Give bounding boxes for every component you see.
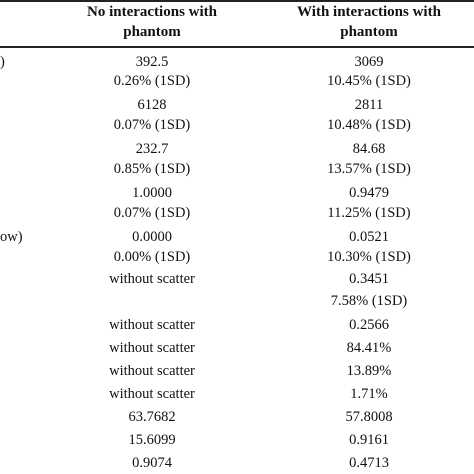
table-cell: without scatter — [109, 386, 195, 402]
table-cell: 15.6099 — [128, 432, 176, 448]
header-no-interactions: No interactions with phantom — [52, 2, 252, 42]
table-cell: 57.8008 — [345, 409, 393, 425]
table-cell: 10.45% (1SD) — [327, 73, 411, 89]
table-cell: 1.0000 — [132, 185, 172, 201]
table-cell: 0.00% (1SD) — [113, 249, 191, 265]
table-cell: 0.26% (1SD) — [113, 73, 191, 89]
table-cell: 392.5 — [135, 54, 169, 70]
table-cell: 10.30% (1SD) — [327, 249, 411, 265]
table-cell: 0.3451 — [349, 271, 389, 287]
table-cell: 0.4713 — [349, 455, 389, 471]
table-cell: 2811 — [354, 97, 384, 113]
row-label: ) — [0, 54, 5, 70]
header-bottom-rule — [0, 46, 474, 48]
table-cell: 0.9074 — [132, 455, 172, 471]
table-cell: 0.0000 — [132, 229, 172, 245]
table-cell: 1.71% — [350, 386, 388, 402]
table-cell: 232.7 — [135, 141, 169, 157]
table-cell: 0.07% (1SD) — [113, 205, 191, 221]
table-top-rule — [0, 0, 474, 2]
table-cell: 0.07% (1SD) — [113, 117, 191, 133]
table-cell: 0.85% (1SD) — [113, 161, 191, 177]
table-cell: 0.9479 — [349, 185, 389, 201]
table-cell: 0.9161 — [349, 432, 389, 448]
table-cell: 0.0521 — [349, 229, 389, 245]
table-cell: 84.68 — [352, 141, 386, 157]
table-cell: 6128 — [137, 97, 167, 113]
table-cell: 13.89% — [346, 363, 392, 379]
table-cell: without scatter — [109, 317, 195, 333]
header-with-interactions: With interactions with phantom — [262, 2, 474, 42]
table-cell: without scatter — [109, 340, 195, 356]
table-cell: without scatter — [109, 363, 195, 379]
row-label: ow) — [0, 229, 23, 245]
table-cell: 7.58% (1SD) — [330, 293, 408, 309]
table-cell: 84.41% — [346, 340, 392, 356]
table-cell: 63.7682 — [128, 409, 176, 425]
table-cell: 11.25% (1SD) — [327, 205, 411, 221]
header-col2-line1: With interactions with — [297, 4, 441, 20]
table-cell: 10.48% (1SD) — [327, 117, 411, 133]
header-col1-line1: No interactions with — [87, 4, 217, 20]
table-cell: 3069 — [354, 54, 384, 70]
table-cell: 13.57% (1SD) — [327, 161, 411, 177]
table-cell: without scatter — [109, 271, 195, 287]
header-col2-line2: phantom — [340, 24, 398, 40]
table-cell: 0.2566 — [349, 317, 389, 333]
header-col1-line2: phantom — [123, 24, 181, 40]
